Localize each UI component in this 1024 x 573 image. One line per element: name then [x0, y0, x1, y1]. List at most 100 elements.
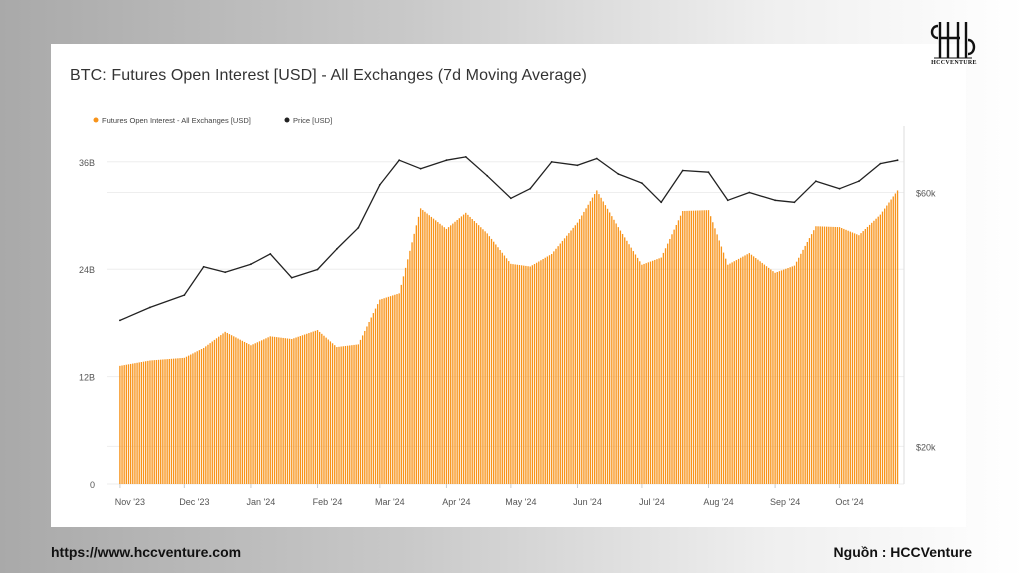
oi-bar [647, 262, 650, 484]
oi-bar [879, 214, 882, 484]
price-point [183, 294, 186, 296]
oi-bar [557, 246, 559, 484]
oi-bar [488, 236, 491, 484]
oi-bar [480, 227, 482, 484]
oi-bar [392, 295, 394, 484]
oi-bar [731, 262, 733, 484]
oi-bar [164, 359, 166, 484]
oi-bar [181, 357, 183, 484]
legend-label-oi: Futures Open Interest - All Exchanges [U… [102, 116, 251, 125]
price-point [398, 159, 401, 162]
oi-bar [634, 254, 637, 484]
oi-bar [203, 347, 205, 484]
oi-bar [675, 224, 677, 485]
oi-bar [389, 296, 392, 484]
oi-bar [800, 253, 802, 484]
oi-bar [359, 339, 362, 484]
oi-bar [379, 299, 381, 484]
oi-bar [387, 296, 390, 484]
oi-bar [806, 241, 808, 484]
oi-bar [529, 266, 531, 484]
oi-bar [465, 212, 467, 484]
oi-bar [770, 269, 772, 484]
oi-bar [836, 227, 839, 485]
oi-bar [417, 216, 420, 484]
price-point [486, 174, 489, 177]
price-point [464, 156, 467, 158]
oi-bar [894, 193, 897, 484]
oi-bar [677, 220, 680, 484]
oi-bar [308, 333, 310, 484]
oi-bar [245, 343, 248, 484]
oi-bar [243, 341, 246, 484]
price-point [550, 161, 553, 163]
price-point [641, 182, 643, 185]
oi-bar [841, 228, 843, 484]
oi-bar [377, 304, 379, 484]
oi-bar [544, 257, 546, 484]
oi-bar [147, 360, 149, 484]
oi-bar [896, 190, 899, 484]
oi-bar [574, 225, 576, 484]
oi-bar [613, 219, 615, 485]
oi-bar [276, 337, 278, 484]
oi-bar [546, 256, 549, 484]
oi-bar [467, 214, 469, 484]
oi-bar [823, 226, 826, 484]
oi-bar [851, 232, 854, 484]
oi-bar [501, 252, 503, 484]
oi-bar [604, 205, 607, 484]
oi-bar [220, 335, 222, 484]
oi-bar [645, 263, 647, 484]
oi-bar [561, 240, 564, 484]
oi-bar [510, 263, 512, 484]
oi-bar [404, 267, 407, 484]
oi-bar [351, 345, 353, 484]
oi-bar [694, 210, 697, 484]
oi-bar [129, 363, 132, 484]
oi-bar [737, 258, 740, 484]
oi-bar [497, 247, 499, 484]
oi-bar [437, 222, 439, 484]
oi-bar [303, 334, 306, 484]
oi-bar [636, 257, 639, 484]
oi-bar [722, 252, 725, 484]
oi-bar [845, 229, 847, 484]
oi-bar [233, 336, 235, 484]
price-point [838, 187, 841, 190]
oi-bar [673, 229, 675, 484]
oi-bar [551, 253, 553, 484]
oi-bar [735, 260, 738, 484]
oi-bar [727, 264, 729, 484]
oi-bar [482, 229, 484, 484]
oi-bar [866, 226, 869, 484]
oi-bar [830, 226, 832, 484]
oi-bar [484, 231, 486, 484]
oi-bar [656, 259, 658, 484]
oi-bar [884, 208, 886, 484]
oi-bar [684, 210, 686, 484]
oi-bar [832, 226, 834, 484]
oi-bar [258, 341, 261, 484]
oi-bar [514, 264, 516, 484]
oi-bar [862, 231, 864, 484]
oi-bar [372, 313, 375, 484]
oi-bar [813, 230, 815, 484]
oi-bar [209, 343, 211, 484]
oi-bar [278, 337, 280, 484]
oi-bar [432, 218, 435, 484]
oi-bar [692, 210, 695, 484]
oi-bar [688, 210, 690, 485]
y-tick-left: 0 [90, 480, 95, 490]
price-point [576, 164, 579, 167]
oi-bar [740, 257, 742, 484]
oi-bar [469, 216, 471, 484]
oi-bar [196, 351, 198, 484]
footer-url: https://www.hccventure.com [51, 544, 242, 560]
oi-bar [566, 235, 568, 484]
oi-bar [168, 358, 170, 484]
oi-bar [602, 201, 604, 484]
oi-bar [273, 336, 276, 484]
oi-bar [705, 210, 708, 484]
oi-bar [849, 231, 851, 484]
